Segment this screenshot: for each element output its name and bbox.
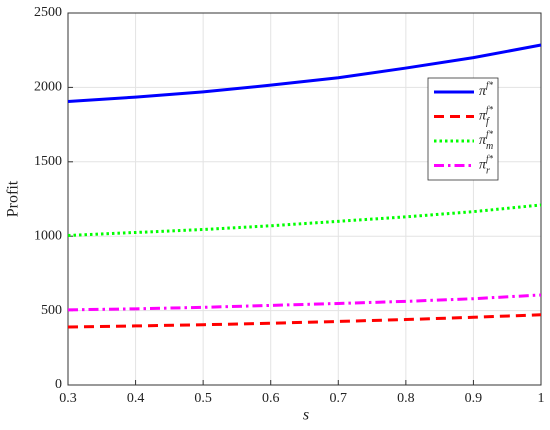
y-tick-label: 2000 <box>34 80 62 95</box>
legend-label: πf* f <box>479 105 494 128</box>
series-line <box>67 293 542 312</box>
x-tick-label: 0.4 <box>127 391 145 406</box>
legend-label: πf* <box>479 80 494 99</box>
x-tick-label: 0.8 <box>397 391 415 406</box>
legend-label: πf* r <box>479 154 494 177</box>
y-tick-label: 2500 <box>34 5 62 20</box>
y-axis-label: Profit <box>5 180 22 217</box>
x-axis-label: s <box>303 407 309 424</box>
series-line <box>67 203 542 237</box>
axes-box <box>67 12 542 386</box>
y-tick-label: 1000 <box>34 228 62 243</box>
x-tick-label: 0.3 <box>59 391 77 406</box>
y-tick-label: 1500 <box>34 154 62 169</box>
legend-label: πf* m <box>479 129 494 152</box>
x-tick-label: 0.5 <box>194 391 212 406</box>
series-line <box>67 43 542 104</box>
x-tick-label: 1 <box>538 391 545 406</box>
y-tick-label: 500 <box>41 303 62 318</box>
x-tick-label: 0.6 <box>262 391 280 406</box>
y-tick-label: 0 <box>55 377 62 392</box>
plot-area <box>68 13 541 385</box>
x-tick-label: 0.9 <box>465 391 483 406</box>
legend-box <box>427 77 499 181</box>
x-tick-label: 0.7 <box>330 391 348 406</box>
